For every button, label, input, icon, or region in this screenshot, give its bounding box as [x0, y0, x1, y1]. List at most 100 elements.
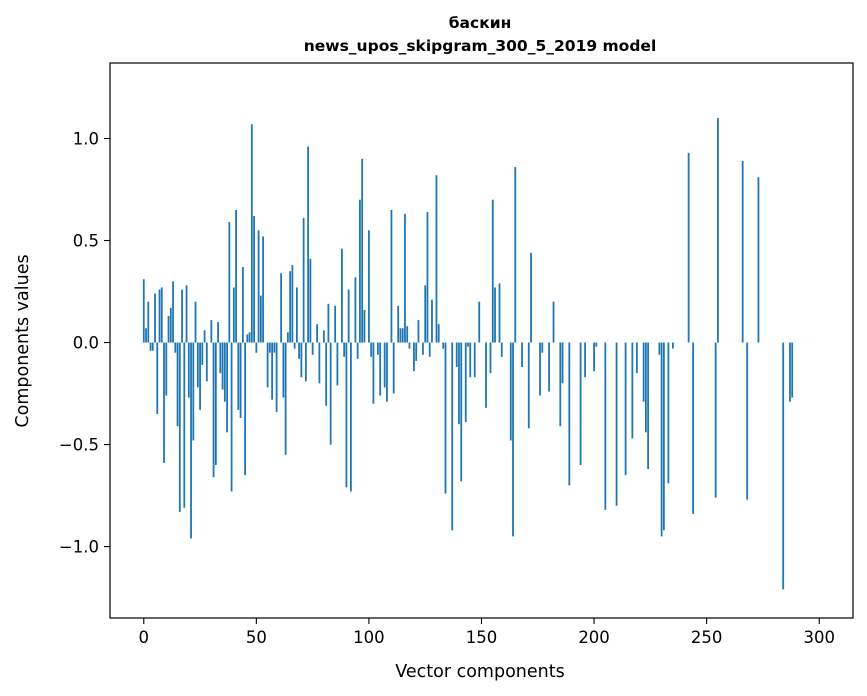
bar — [259, 295, 262, 343]
y-tick-label: 0.0 — [73, 334, 99, 353]
bar — [145, 328, 147, 343]
bar — [221, 342, 224, 390]
bar — [579, 342, 582, 465]
bar — [361, 158, 364, 343]
bar — [363, 309, 366, 343]
bar — [397, 305, 400, 343]
bar — [226, 342, 228, 433]
bar — [444, 342, 447, 494]
bar — [174, 342, 177, 353]
bar — [304, 342, 307, 382]
bar — [293, 342, 296, 349]
bar — [500, 342, 503, 357]
bar — [498, 283, 501, 343]
x-tick-label: 0 — [139, 628, 150, 647]
bar — [214, 342, 217, 465]
bar — [160, 287, 163, 343]
bar — [178, 342, 181, 512]
bar — [431, 299, 433, 343]
bar — [318, 342, 321, 384]
bar — [561, 342, 564, 384]
bar — [253, 216, 255, 343]
bar — [295, 287, 298, 343]
bar — [644, 342, 647, 433]
bar — [757, 177, 760, 343]
bar — [334, 305, 337, 343]
bar — [485, 342, 487, 408]
bar — [300, 342, 303, 378]
bar — [404, 213, 406, 343]
bar — [307, 146, 310, 343]
bar — [460, 342, 463, 482]
bar — [194, 301, 197, 343]
bar — [541, 342, 544, 353]
bar — [422, 342, 424, 355]
bar — [662, 342, 665, 531]
bar — [782, 342, 785, 590]
bar — [473, 342, 476, 378]
bar — [316, 324, 319, 343]
bar — [255, 342, 258, 353]
bar — [149, 342, 152, 351]
bar — [325, 342, 328, 406]
bar — [156, 342, 159, 414]
chart-subtitle: news_upos_skipgram_300_5_2019 model — [304, 37, 657, 55]
bar — [658, 342, 661, 355]
bar — [401, 328, 404, 343]
bar — [165, 342, 168, 396]
y-axis-label: Components values — [13, 254, 33, 427]
bar — [604, 342, 607, 510]
bar — [309, 258, 312, 343]
bar — [172, 281, 174, 343]
bar — [151, 342, 154, 351]
bar — [717, 118, 719, 343]
bar — [289, 271, 292, 343]
bar — [356, 342, 359, 359]
bar — [185, 285, 188, 343]
bar — [539, 342, 541, 396]
bar — [667, 342, 670, 484]
bar — [142, 279, 145, 343]
bar — [359, 199, 361, 343]
bar — [158, 289, 161, 343]
x-tick-label: 100 — [353, 628, 385, 647]
bar — [642, 342, 645, 402]
bar — [615, 342, 618, 506]
bar — [521, 342, 523, 368]
bar — [350, 342, 352, 492]
bar — [192, 342, 195, 441]
bar — [322, 330, 325, 343]
bar — [210, 320, 213, 343]
bar — [509, 342, 512, 441]
bar — [284, 342, 287, 455]
bar — [435, 175, 438, 343]
bar — [548, 342, 550, 392]
bar — [514, 167, 517, 343]
bar — [248, 332, 251, 343]
bar — [789, 342, 791, 402]
bar — [559, 342, 562, 427]
bar — [494, 287, 496, 343]
x-tick-label: 150 — [466, 628, 498, 647]
x-tick-label: 200 — [578, 628, 610, 647]
bar — [268, 342, 271, 353]
bar — [593, 342, 595, 372]
bar — [428, 342, 431, 357]
bar — [237, 342, 240, 410]
bar — [491, 199, 494, 343]
bar — [552, 301, 555, 343]
bar — [203, 330, 206, 343]
bar — [154, 293, 156, 343]
bar — [455, 342, 458, 368]
y-tick-label: 0.5 — [73, 232, 99, 251]
bar — [692, 342, 695, 514]
bar — [406, 326, 409, 343]
y-tick-label: 1.0 — [73, 129, 99, 148]
bar — [631, 342, 634, 439]
bar — [791, 342, 794, 398]
bar — [235, 209, 237, 343]
bar — [451, 342, 454, 531]
bar — [442, 342, 445, 349]
bar — [635, 342, 638, 374]
